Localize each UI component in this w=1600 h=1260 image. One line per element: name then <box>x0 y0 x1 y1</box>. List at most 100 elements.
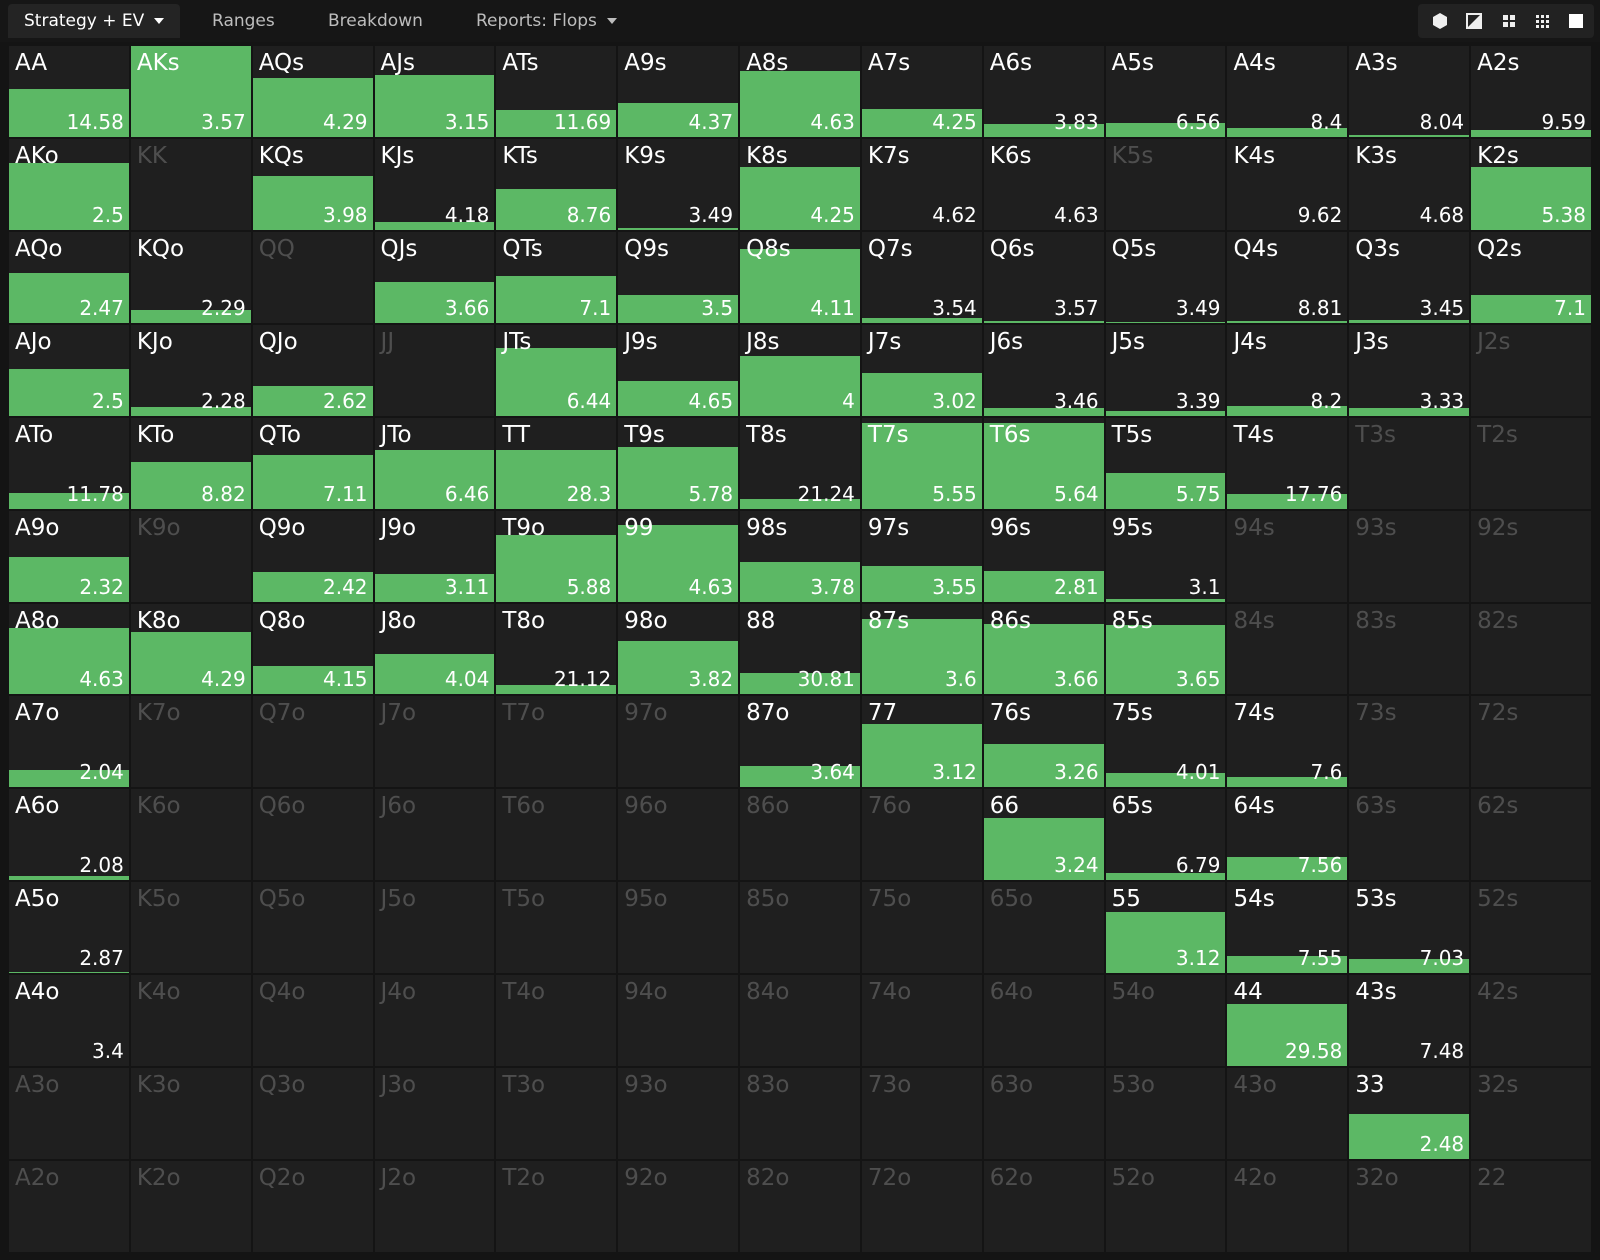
hand-cell[interactable]: ATo 11.78 <box>9 417 129 509</box>
hand-cell[interactable]: A7o 2.04 <box>9 696 129 788</box>
hand-cell[interactable]: A5s 6.56 <box>1105 46 1226 137</box>
hand-cell[interactable]: J7s 3.02 <box>861 324 982 416</box>
hand-cell[interactable]: 65s 6.79 <box>1105 789 1226 881</box>
hand-cell[interactable]: T5s 5.75 <box>1105 417 1226 509</box>
hand-cell[interactable]: A6o 2.08 <box>9 789 129 881</box>
hand-cell[interactable]: 74s 7.6 <box>1227 696 1348 788</box>
hand-cell[interactable]: 96o <box>618 789 739 881</box>
compact-icon[interactable] <box>1503 15 1515 27</box>
hand-cell[interactable]: AQs 4.29 <box>252 46 373 137</box>
hand-cell[interactable]: J2s <box>1471 324 1591 416</box>
hand-cell[interactable]: T4o <box>496 975 617 1067</box>
hand-cell[interactable]: AQo 2.47 <box>9 231 129 323</box>
hand-cell[interactable]: K5s <box>1105 138 1226 230</box>
hand-cell[interactable]: T5o <box>496 882 617 974</box>
hand-cell[interactable]: 74o <box>861 975 982 1067</box>
tab[interactable]: Strategy + EV <box>8 4 181 38</box>
hand-cell[interactable]: 86o <box>740 789 860 881</box>
hand-cell[interactable]: J6o <box>374 789 495 881</box>
hand-cell[interactable]: 75o <box>861 882 982 974</box>
full-icon[interactable] <box>1569 14 1583 28</box>
hand-cell[interactable]: Q9s 3.5 <box>618 231 739 323</box>
hand-cell[interactable]: J4s 8.2 <box>1227 324 1348 416</box>
hand-cell[interactable]: Q4s 8.81 <box>1227 231 1348 323</box>
hand-cell[interactable]: 77 3.12 <box>861 696 982 788</box>
hand-cell[interactable]: KQs 3.98 <box>252 138 373 230</box>
hand-cell[interactable]: 43o <box>1227 1068 1348 1160</box>
hand-cell[interactable]: ATs 11.69 <box>496 46 617 137</box>
hand-cell[interactable]: A9s 4.37 <box>618 46 739 137</box>
hand-cell[interactable]: JJ <box>374 324 495 416</box>
hand-cell[interactable]: 55 3.12 <box>1105 882 1226 974</box>
hand-cell[interactable]: QTo 7.11 <box>252 417 373 509</box>
hand-cell[interactable]: KTs 8.76 <box>496 138 617 230</box>
hand-cell[interactable]: Q9o 2.42 <box>252 510 373 602</box>
tab[interactable]: Breakdown <box>312 4 439 38</box>
hand-cell[interactable]: Q5o <box>252 882 373 974</box>
hand-cell[interactable]: AKo 2.5 <box>9 138 129 230</box>
hand-cell[interactable]: Q6o <box>252 789 373 881</box>
grid-icon[interactable] <box>1536 15 1549 28</box>
hand-cell[interactable]: 42o <box>1227 1161 1348 1252</box>
hand-cell[interactable]: KK <box>130 138 251 230</box>
hand-cell[interactable]: 32s <box>1471 1068 1591 1160</box>
tab[interactable]: Ranges <box>196 4 291 38</box>
hand-cell[interactable]: 53s 7.03 <box>1349 882 1470 974</box>
hand-cell[interactable]: A3o <box>9 1068 129 1160</box>
hand-cell[interactable]: 83s <box>1349 603 1470 695</box>
hand-cell[interactable]: 54s 7.55 <box>1227 882 1348 974</box>
hand-cell[interactable]: J3o <box>374 1068 495 1160</box>
hand-cell[interactable]: T8s 21.24 <box>740 417 860 509</box>
hand-cell[interactable]: K7o <box>130 696 251 788</box>
hand-cell[interactable]: 92s <box>1471 510 1591 602</box>
hand-cell[interactable]: 22 <box>1471 1161 1591 1252</box>
hand-cell[interactable]: Q2o <box>252 1161 373 1252</box>
hand-cell[interactable]: 42s <box>1471 975 1591 1067</box>
hand-cell[interactable]: 72s <box>1471 696 1591 788</box>
hand-cell[interactable]: KQo 2.29 <box>130 231 251 323</box>
hand-cell[interactable]: 93o <box>618 1068 739 1160</box>
hand-cell[interactable]: QQ <box>252 231 373 323</box>
hand-cell[interactable]: J9o 3.11 <box>374 510 495 602</box>
hand-cell[interactable]: K6s 4.63 <box>983 138 1104 230</box>
hand-cell[interactable]: T7o <box>496 696 617 788</box>
hand-cell[interactable]: T9s 5.78 <box>618 417 739 509</box>
hand-cell[interactable]: 32o <box>1349 1161 1470 1252</box>
hand-cell[interactable]: J9s 4.65 <box>618 324 739 416</box>
hand-cell[interactable]: 95s 3.1 <box>1105 510 1226 602</box>
hand-cell[interactable]: 63o <box>983 1068 1104 1160</box>
hand-cell[interactable]: 65o <box>983 882 1104 974</box>
hand-cell[interactable]: 96s 2.81 <box>983 510 1104 602</box>
hand-cell[interactable]: A9o 2.32 <box>9 510 129 602</box>
hand-cell[interactable]: T8o 21.12 <box>496 603 617 695</box>
hand-cell[interactable]: 52s <box>1471 882 1591 974</box>
hand-cell[interactable]: K4s 9.62 <box>1227 138 1348 230</box>
hand-cell[interactable]: 52o <box>1105 1161 1226 1252</box>
hand-cell[interactable]: K3s 4.68 <box>1349 138 1470 230</box>
hand-cell[interactable]: J3s 3.33 <box>1349 324 1470 416</box>
hand-cell[interactable]: K6o <box>130 789 251 881</box>
hand-cell[interactable]: 98o 3.82 <box>618 603 739 695</box>
hand-cell[interactable]: 82o <box>740 1161 860 1252</box>
hand-cell[interactable]: 93s <box>1349 510 1470 602</box>
hand-cell[interactable]: J5s 3.39 <box>1105 324 1226 416</box>
hand-cell[interactable]: T9o 5.88 <box>496 510 617 602</box>
hand-cell[interactable]: 84o <box>740 975 860 1067</box>
hand-cell[interactable]: J5o <box>374 882 495 974</box>
hand-cell[interactable]: 97s 3.55 <box>861 510 982 602</box>
hand-cell[interactable]: QJs 3.66 <box>374 231 495 323</box>
hand-cell[interactable]: AA 14.58 <box>9 46 129 137</box>
hand-cell[interactable]: 62o <box>983 1161 1104 1252</box>
hand-cell[interactable]: 72o <box>861 1161 982 1252</box>
hand-cell[interactable]: A7s 4.25 <box>861 46 982 137</box>
hand-cell[interactable]: 95o <box>618 882 739 974</box>
hand-cell[interactable]: J8o 4.04 <box>374 603 495 695</box>
hand-cell[interactable]: KTo 8.82 <box>130 417 251 509</box>
hand-cell[interactable]: J2o <box>374 1161 495 1252</box>
hand-cell[interactable]: T6s 5.64 <box>983 417 1104 509</box>
hand-cell[interactable]: J8s 4 <box>740 324 860 416</box>
hand-cell[interactable]: 64s 7.56 <box>1227 789 1348 881</box>
hand-cell[interactable]: JTo 6.46 <box>374 417 495 509</box>
hand-cell[interactable]: 85s 3.65 <box>1105 603 1226 695</box>
hand-cell[interactable]: A3s 8.04 <box>1349 46 1470 137</box>
